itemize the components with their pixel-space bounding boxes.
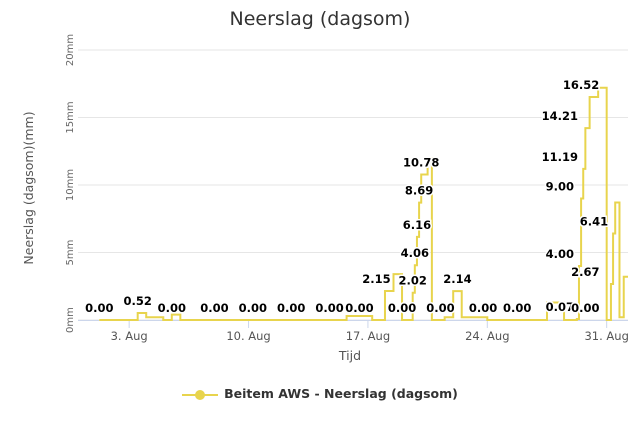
y-tick-label: 15mm xyxy=(65,101,76,133)
x-tick-label: 31. Aug xyxy=(584,329,628,343)
data-label: 2.67 xyxy=(571,265,599,279)
data-label: 0.00 xyxy=(239,301,267,315)
y-tick-label: 20mm xyxy=(65,34,76,66)
y-tick-label: 0mm xyxy=(65,307,76,333)
y-tick-label: 5mm xyxy=(65,240,76,266)
data-label: 4.06 xyxy=(401,246,429,260)
data-label: 0.00 xyxy=(85,301,113,315)
x-axis-title: Tijd xyxy=(338,348,361,363)
x-tick-label: 10. Aug xyxy=(226,329,270,343)
data-label: 4.00 xyxy=(546,247,574,261)
data-labels: 0.000.520.00 0.00 0.00 0.00 0.00 0.002.150.00… xyxy=(84,76,610,316)
data-label: 0.00 xyxy=(503,301,531,315)
x-axis-ticks: 3. Aug 10. Aug 17. Aug 24. Aug 31. Aug xyxy=(111,320,629,343)
data-label: 0.00 xyxy=(277,301,305,315)
data-label: 0.00 xyxy=(469,301,497,315)
data-label: 16.52 xyxy=(563,78,599,92)
data-label: 0.00 xyxy=(200,301,228,315)
y-axis-title: Neerslag (dagsom)(mm) xyxy=(21,111,36,264)
data-label: 6.16 xyxy=(403,218,431,232)
data-label: 2.02 xyxy=(399,274,427,288)
series-precipitation xyxy=(99,86,628,321)
data-label: 9.00 xyxy=(546,180,574,194)
data-label: 11.19 xyxy=(542,150,578,164)
legend-label: Beitem AWS - Neerslag (dagsom) xyxy=(224,386,458,401)
x-tick-label: 3. Aug xyxy=(111,329,148,343)
y-axis-ticks: 0mm 5mm 10mm 15mm 20mm xyxy=(65,34,76,333)
data-label: 0.00 xyxy=(158,301,186,315)
data-label: 14.21 xyxy=(542,109,578,123)
x-tick-label: 17. Aug xyxy=(346,329,390,343)
data-label: 10.78 xyxy=(403,155,439,169)
data-label: 0.00 xyxy=(388,301,416,315)
data-label: 2.14 xyxy=(443,272,471,286)
data-label: 2.15 xyxy=(362,272,390,286)
legend-marker-icon xyxy=(182,389,219,401)
data-label: 0.00 xyxy=(426,301,454,315)
data-label: 8.69 xyxy=(405,184,433,198)
legend[interactable]: Beitem AWS - Neerslag (dagsom) xyxy=(0,386,640,401)
chart-title: Neerslag (dagsom) xyxy=(229,8,411,30)
data-label: 6.41 xyxy=(580,214,608,228)
data-label: 0.07 xyxy=(546,300,574,314)
data-label: 0.00 xyxy=(345,301,373,315)
data-label: 0.00 xyxy=(315,301,343,315)
x-tick-label: 24. Aug xyxy=(465,329,509,343)
y-tick-label: 10mm xyxy=(65,169,76,201)
data-label: 0.00 xyxy=(571,301,599,315)
data-label: 0.52 xyxy=(124,294,152,308)
